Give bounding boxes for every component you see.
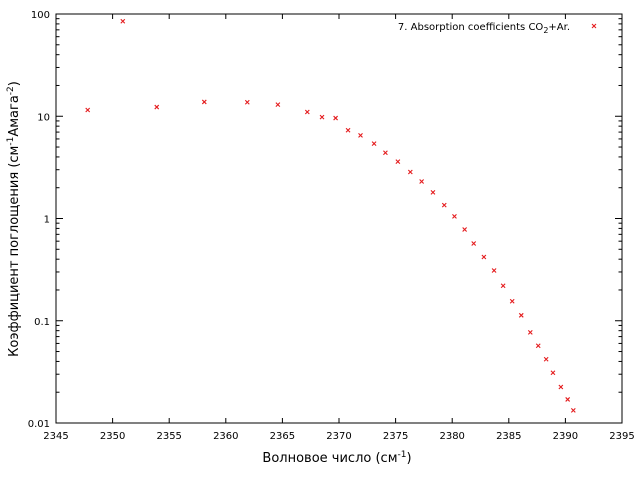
x-tick-label: 2350 (100, 431, 125, 442)
legend-label: 7. Absorption coefficients CO2+Ar. (398, 22, 570, 35)
data-point (358, 132, 363, 138)
data-point (518, 312, 524, 318)
data-point (319, 114, 325, 120)
data-point (244, 99, 250, 105)
data-point (491, 268, 497, 273)
x-tick-label: 2385 (496, 431, 521, 442)
data-point (535, 343, 541, 349)
data-point (383, 150, 388, 156)
data-point (452, 213, 457, 219)
x-axis-title: Волновое число (см-1) (262, 450, 411, 466)
x-tick-label: 2345 (43, 431, 68, 442)
data-point (345, 127, 351, 133)
data-point (550, 370, 556, 376)
data-point (441, 202, 447, 208)
y-tick-label: 10 (37, 112, 50, 123)
x-tick-label: 2390 (553, 431, 578, 442)
data-point (543, 356, 549, 362)
plot-frame (55, 13, 623, 424)
data-point (275, 102, 281, 107)
x-tick-label: 2355 (156, 431, 181, 442)
y-tick-label: 100 (31, 10, 50, 21)
data-point (509, 298, 515, 304)
y-tick-label: 0.1 (34, 317, 50, 328)
series-points (85, 18, 576, 413)
y-axis-title-superscript-1: -1 (6, 137, 16, 146)
y-axis-title: Коэффициент поглощения (см-1Амага-2) (6, 81, 22, 357)
data-point (201, 99, 207, 105)
x-axis-title-superscript: -1 (398, 450, 407, 460)
data-point (154, 104, 160, 110)
data-point (481, 254, 487, 260)
data-point (558, 384, 564, 390)
x-tick-label: 2375 (383, 431, 408, 442)
x-tick-label: 2370 (326, 431, 351, 442)
legend-marker (591, 23, 597, 29)
data-point (395, 159, 401, 165)
data-point (570, 407, 576, 413)
data-point (371, 141, 377, 147)
data-point (565, 397, 571, 402)
data-point (407, 169, 413, 175)
data-point (419, 179, 425, 184)
data-point (471, 241, 477, 246)
y-tick-label: 0.01 (28, 419, 50, 430)
data-point (430, 190, 436, 195)
legend: 7. Absorption coefficients CO2+Ar. (398, 22, 597, 35)
legend-label-subscript: 2 (543, 26, 548, 35)
y-tick-label: 1 (44, 215, 50, 226)
y-axis: 0.01 0.1 1 10 100 (28, 10, 622, 430)
y-axis-title-superscript-2: -2 (6, 86, 16, 95)
data-point (527, 329, 533, 335)
x-tick-label: 2380 (439, 431, 464, 442)
x-tick-label: 2365 (270, 431, 295, 442)
x-axis: 2345 2350 2355 2360 2365 2370 2375 2380 2385 2390… (43, 14, 635, 442)
data-point (120, 18, 126, 24)
x-tick-label: 2395 (609, 431, 634, 442)
data-point (85, 107, 91, 113)
data-point (333, 115, 338, 121)
data-point (462, 227, 468, 232)
data-point (304, 109, 310, 115)
data-point (500, 283, 506, 289)
x-tick-label: 2360 (213, 431, 238, 442)
